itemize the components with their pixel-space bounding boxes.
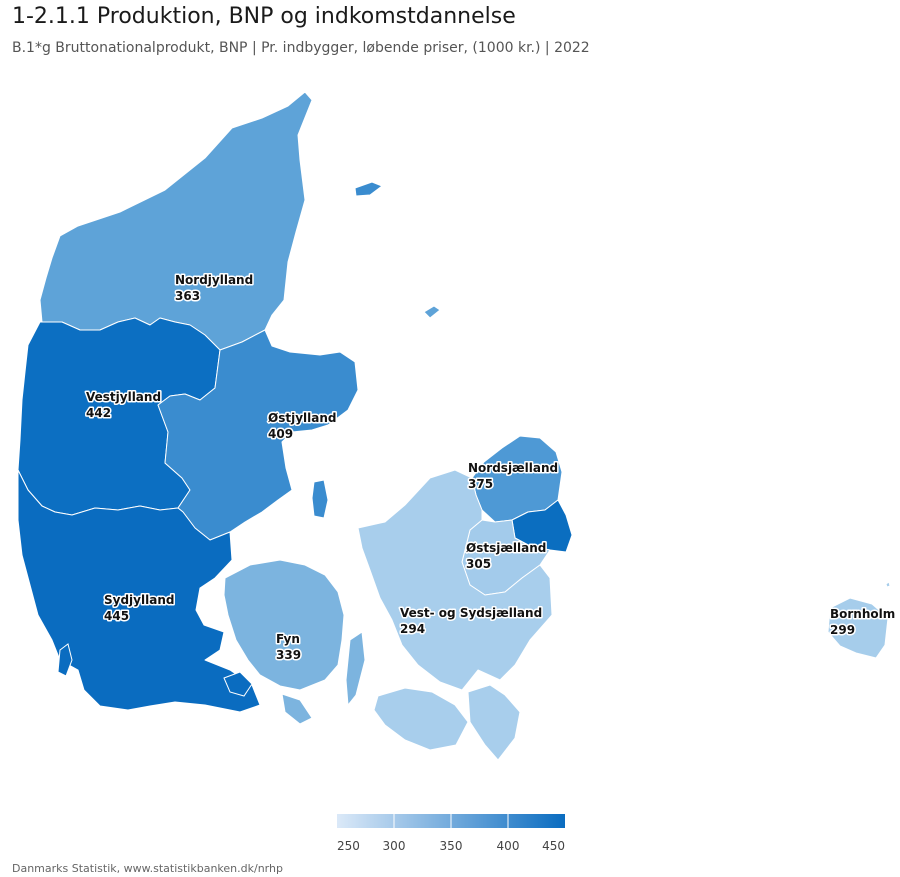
region-ostjylland-shape[interactable] (157, 329, 359, 541)
label-ostjylland-value: 409 (268, 427, 293, 441)
color-legend: 250 300 350 400 450 (337, 814, 565, 853)
label-vestjylland-value: 442 (86, 406, 111, 420)
region-labels: Nordjylland 363 Vestjylland 442 Østjylla… (85, 272, 897, 664)
label-nordjylland-name: Nordjylland (175, 273, 253, 287)
label-ostsjaelland-name: Østsjælland (466, 541, 546, 555)
island-als (223, 671, 253, 697)
label-bornholm-name: Bornholm (830, 607, 895, 621)
label-nordjylland-value: 363 (175, 289, 200, 303)
region-nordjylland-shape[interactable] (39, 91, 313, 351)
regions-layer (17, 91, 889, 761)
legend-ticks: 250 300 350 400 450 (337, 839, 565, 853)
legend-tick-label: 350 (440, 839, 463, 853)
label-ostjylland-name: Østjylland (268, 411, 336, 425)
legend-tick-label: 400 (497, 839, 520, 853)
island-anholt (354, 181, 384, 197)
page-title: 1-2.1.1 Produktion, BNP og indkomstdanne… (12, 4, 516, 29)
legend-tick-label: 250 (337, 839, 360, 853)
label-ostsjaelland-value: 305 (466, 557, 491, 571)
label-fyn-name: Fyn (276, 632, 300, 646)
island-samso (311, 479, 329, 519)
island-langeland (345, 631, 366, 707)
label-fyn-value: 339 (276, 648, 301, 662)
region-bornholm-shape[interactable] (827, 597, 889, 659)
legend-tick-label: 300 (383, 839, 406, 853)
label-nordsjaelland-name: Nordsjælland (468, 461, 558, 475)
label-nordsjaelland-value: 375 (468, 477, 493, 491)
island-laeso (423, 305, 441, 319)
region-fyn-shape[interactable] (223, 559, 345, 725)
island-romo (57, 643, 73, 677)
label-vestsjaelland-value: 294 (400, 622, 425, 636)
legend-tick-label: 450 (542, 839, 565, 853)
label-vestjylland-name: Vestjylland (86, 390, 161, 404)
island-ertholmene (885, 581, 891, 588)
label-vestsjaelland-name: Vest- og Sydsjælland (400, 606, 542, 620)
label-bornholm-value: 299 (830, 623, 855, 637)
source-credit: Danmarks Statistik, www.statistikbanken.… (12, 862, 283, 875)
region-vestsjaelland-shape[interactable] (357, 469, 553, 761)
islands-layer (57, 181, 891, 707)
page-subtitle: B.1*g Bruttonationalprodukt, BNP | Pr. i… (12, 40, 590, 56)
label-sydjylland-name: Sydjylland (104, 593, 174, 607)
label-sydjylland-value: 445 (104, 609, 129, 623)
